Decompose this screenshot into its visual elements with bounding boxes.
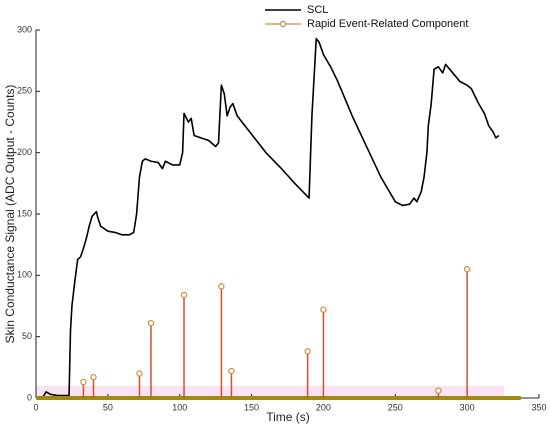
x-axis-title: Time (s) (266, 410, 310, 424)
stem-marker (80, 378, 87, 386)
stem-marker (463, 266, 471, 273)
stem-marker (136, 370, 143, 377)
stem-marker (90, 373, 97, 381)
stem-marker (147, 319, 155, 327)
x-tick-label: 350 (531, 402, 546, 412)
x-tick-label: 0 (33, 402, 38, 412)
x-tick-label: 250 (388, 402, 403, 412)
y-tick-label: 50 (22, 331, 32, 341)
y-tick-label: 250 (17, 86, 32, 96)
stem-marker (435, 387, 442, 394)
stem-marker (218, 283, 225, 290)
x-tick-label: 100 (172, 402, 187, 412)
x-tick-label: 50 (103, 402, 113, 412)
stem-marker (180, 291, 188, 299)
x-tick-label: 200 (316, 402, 331, 412)
y-tick-label: 300 (17, 24, 32, 34)
y-axis-title: Skin Conductance Signal (ADC Output - Co… (3, 85, 17, 344)
x-tick-label: 150 (244, 402, 259, 412)
stem-marker (320, 306, 327, 313)
legend-marker (279, 20, 287, 28)
y-tick-label: 200 (17, 147, 32, 157)
x-tick-label: 300 (460, 402, 475, 412)
scl-line (35, 37, 500, 399)
baseline-band (36, 386, 504, 398)
legend-label: SCL (307, 4, 328, 16)
legend-label: Rapid Event-Related Component (307, 18, 468, 30)
stem-marker (228, 367, 235, 375)
y-tick-label: 150 (17, 208, 32, 218)
y-tick-label: 0 (27, 392, 32, 402)
plot-area: 0 50 100 150 200 250 300 0 50 100 150 200 250 300 350 (17, 24, 547, 412)
y-tick-label: 100 (17, 270, 32, 280)
stem-marker (304, 348, 311, 355)
